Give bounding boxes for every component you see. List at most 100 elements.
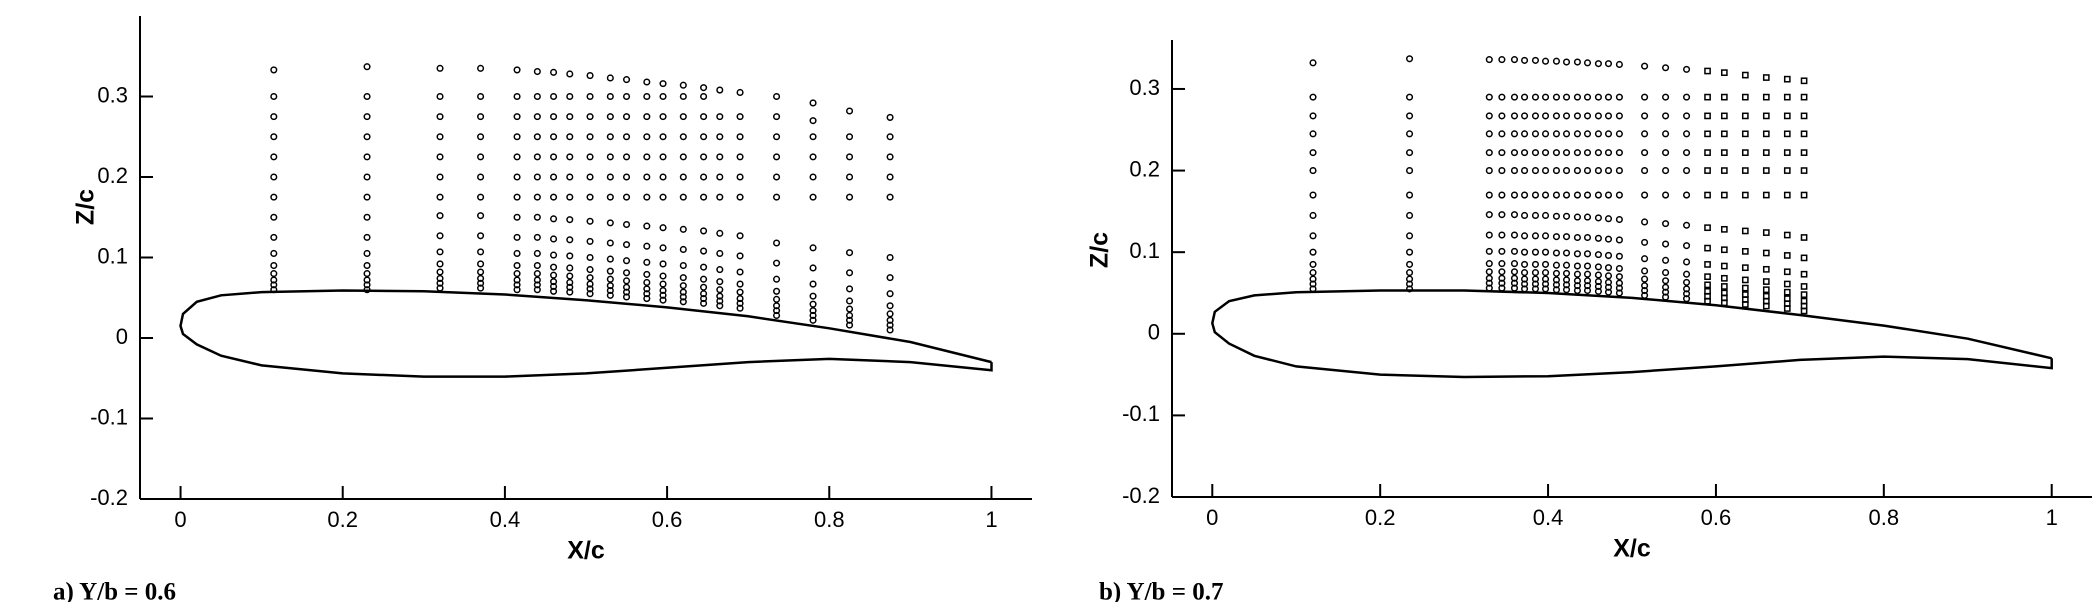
survey-point — [533, 249, 541, 258]
survey-point — [533, 233, 541, 241]
survey-point — [1741, 149, 1749, 156]
survey-point — [606, 275, 614, 283]
survey-point — [477, 260, 485, 268]
survey-point — [533, 262, 541, 270]
survey-point — [513, 173, 521, 181]
survey-point — [586, 237, 594, 245]
survey-point — [1741, 227, 1749, 235]
survey-point — [622, 257, 631, 265]
survey-point — [716, 173, 724, 181]
survey-point — [659, 153, 667, 161]
survey-point — [886, 326, 894, 334]
survey-point — [1662, 283, 1670, 291]
survey-point — [1662, 64, 1670, 72]
survey-point — [1594, 191, 1602, 199]
survey-point — [1406, 232, 1414, 240]
survey-point — [1604, 191, 1613, 199]
survey-point — [270, 286, 278, 294]
survey-point — [550, 251, 558, 259]
survey-point — [1552, 249, 1561, 257]
survey-point — [1741, 276, 1749, 284]
survey-point — [1406, 55, 1414, 63]
survey-point — [1800, 130, 1808, 138]
survey-point — [716, 292, 724, 300]
survey-point — [809, 117, 817, 125]
survey-point — [1498, 191, 1506, 199]
survey-point — [1485, 211, 1493, 219]
survey-point — [566, 283, 574, 291]
survey-point — [1641, 267, 1649, 275]
survey-point — [622, 113, 631, 121]
survey-point — [586, 133, 594, 141]
survey-point — [1406, 167, 1414, 175]
survey-point — [886, 193, 894, 201]
survey-point — [436, 248, 444, 256]
survey-point — [1562, 269, 1571, 277]
survey-point — [550, 153, 558, 161]
survey-point — [436, 279, 444, 287]
survey-point — [1521, 275, 1529, 283]
survey-point — [1541, 93, 1550, 101]
survey-point — [1720, 274, 1728, 282]
survey-point — [1485, 167, 1493, 175]
y-axis-label: Z/c — [1086, 232, 1114, 268]
survey-point — [1406, 130, 1414, 138]
survey-point — [586, 266, 594, 274]
survey-point — [1573, 270, 1581, 278]
survey-point — [533, 281, 541, 289]
survey-point — [1800, 254, 1808, 262]
survey-point — [716, 133, 724, 141]
survey-point — [659, 113, 667, 121]
survey-point — [550, 235, 558, 243]
survey-point — [773, 92, 781, 101]
survey-point — [1762, 74, 1770, 81]
survey-point — [659, 173, 667, 181]
survey-point — [606, 267, 614, 275]
survey-point — [845, 249, 854, 257]
survey-point — [886, 113, 894, 121]
survey-point — [773, 113, 781, 121]
survey-point — [1641, 255, 1649, 263]
survey-point — [1406, 275, 1414, 283]
y-tick-label: 0.3 — [1129, 75, 1160, 100]
survey-point — [1720, 149, 1728, 156]
survey-point — [1521, 149, 1529, 157]
survey-point — [1541, 57, 1550, 65]
survey-point — [606, 173, 614, 181]
survey-point — [586, 92, 594, 101]
survey-point — [1762, 229, 1770, 236]
survey-point — [643, 290, 651, 298]
survey-point — [1510, 231, 1519, 239]
survey-point — [1783, 112, 1791, 120]
survey-point — [1683, 278, 1691, 286]
survey-point — [477, 153, 485, 161]
survey-point — [1510, 191, 1519, 199]
survey-point — [1552, 261, 1561, 269]
y-tick-label: -0.2 — [90, 485, 128, 510]
survey-point — [1783, 149, 1791, 156]
y-tick-label: -0.2 — [1122, 483, 1160, 508]
panel: 0 0.2 0.4 0.6 0.8 1 -0.2 -0.1 0 0.1 0.2 0.3 X/c Z/c b)… — [1086, 40, 2092, 602]
survey-point — [533, 213, 541, 221]
survey-point — [716, 153, 724, 161]
survey-point — [270, 113, 278, 121]
survey-point — [1762, 278, 1770, 285]
survey-point — [1683, 65, 1691, 73]
survey-point — [1783, 130, 1791, 138]
survey-point — [270, 173, 278, 181]
survey-point — [886, 310, 894, 318]
survey-point — [700, 133, 708, 141]
survey-point — [1615, 149, 1623, 157]
survey-point — [1573, 262, 1581, 270]
survey-point — [1498, 130, 1506, 138]
survey-point — [659, 260, 667, 268]
survey-point — [270, 66, 278, 74]
survey-point — [270, 213, 278, 221]
survey-point — [1604, 130, 1613, 138]
survey-point — [1583, 149, 1592, 157]
survey-point — [270, 133, 278, 141]
survey-point — [513, 286, 521, 294]
survey-point — [1531, 93, 1540, 101]
survey-point — [679, 81, 687, 89]
survey-point — [1604, 278, 1613, 286]
